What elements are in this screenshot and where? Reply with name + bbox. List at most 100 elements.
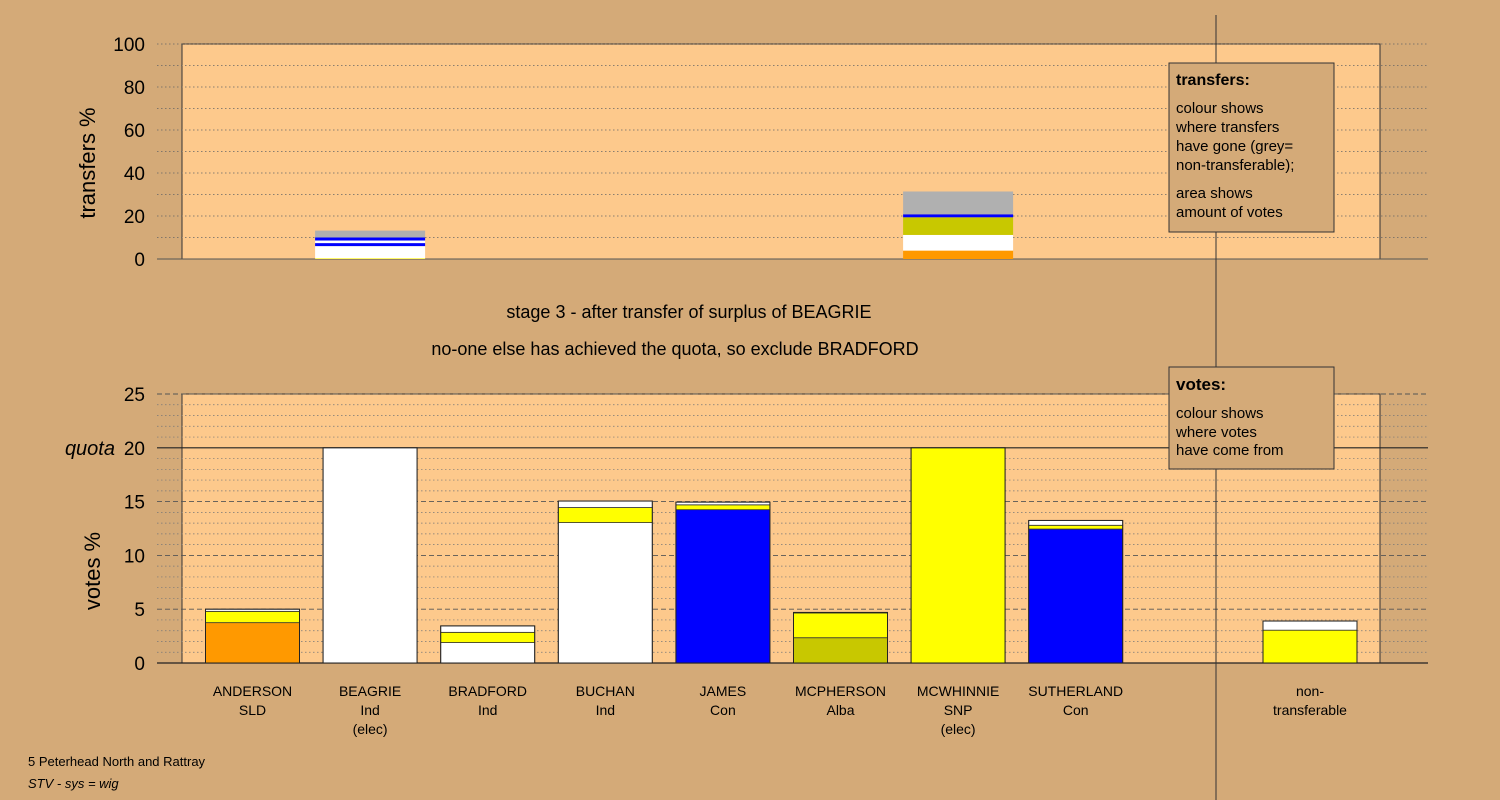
votes-bar-segment: [557, 522, 653, 664]
transfers-bar-segment: [315, 230, 426, 238]
votes-bar: [675, 501, 771, 664]
stage-title: stage 3 - after transfer of surplus of B…: [506, 302, 871, 322]
ward-name: 5 Peterhead North and Rattray: [28, 754, 206, 769]
transfers-bar-segment: [903, 214, 1014, 218]
votes-bar: [440, 625, 536, 664]
votes-bar-segment: [1028, 524, 1124, 530]
transfers-bar-segment: [315, 258, 426, 259]
candidate-label: (elec): [941, 721, 976, 737]
candidate-label: ANDERSON: [213, 683, 292, 699]
transfers-legend-line: area shows: [1176, 185, 1253, 202]
candidate-label: SUTHERLAND: [1028, 683, 1123, 699]
votes-legend-line: have come from: [1176, 442, 1284, 459]
candidate-label: Alba: [826, 702, 854, 718]
transfers-bar-segment: [903, 217, 1014, 235]
votes-bar-outline: [557, 500, 653, 664]
votes-bar-segment: [675, 504, 771, 511]
transfers-y-tick-label: 100: [113, 35, 145, 56]
votes-bar-outline: [1028, 519, 1124, 664]
transfers-legend-title: transfers:: [1176, 72, 1250, 89]
votes-bar-segment: [440, 642, 536, 664]
transfers-legend-line: have gone (grey=: [1176, 138, 1293, 155]
votes-bar-segment: [440, 631, 536, 643]
votes-bar-segment: [1262, 620, 1358, 631]
transfers-bar: [315, 230, 426, 259]
transfers-y-tick-label: 40: [124, 164, 145, 185]
transfers-bar-segment: [315, 240, 426, 244]
transfers-bar-segment: [315, 237, 426, 241]
stage-subtitle: no-one else has achieved the quota, so e…: [431, 339, 918, 359]
quota-label: quota: [65, 438, 115, 460]
transfers-bar: [903, 191, 1014, 259]
votes-legend: votes: colour shows where votes have com…: [1168, 366, 1335, 470]
candidate-label: Con: [1063, 702, 1089, 718]
candidate-label: non-: [1296, 683, 1324, 699]
candidate-label: Ind: [360, 702, 379, 718]
transfers-legend-line: colour shows: [1176, 100, 1264, 117]
transfers-legend-line: where transfers: [1175, 119, 1279, 136]
transfers-legend: transfers: colour shows where transfers …: [1168, 62, 1335, 233]
votes-bar-segment: [1028, 528, 1124, 664]
votes-bar-outline: [440, 625, 536, 664]
votes-legend-line: colour shows: [1176, 405, 1264, 422]
votes-bar-outline: [675, 501, 771, 664]
votes-bar-segment: [1028, 520, 1124, 526]
votes-bar-outline: [205, 608, 300, 664]
votes-bar: [322, 447, 418, 664]
transfers-bar-segment: [903, 234, 1014, 251]
transfers-y-tick-label: 80: [124, 78, 145, 99]
candidate-label: SLD: [239, 702, 266, 718]
candidate-label: MCPHERSON: [795, 683, 886, 699]
votes-bar: [1028, 519, 1124, 664]
candidate-label: JAMES: [700, 683, 747, 699]
transfers-bar-segment: [315, 246, 426, 259]
votes-bar: [793, 611, 888, 664]
candidate-label: MCWHINNIE: [917, 683, 999, 699]
votes-bar-segment: [793, 637, 888, 664]
candidate-label: BEAGRIE: [339, 683, 401, 699]
candidate-label: SNP: [944, 702, 973, 718]
votes-bar-segment: [910, 447, 1006, 664]
transfers-y-tick-label: 0: [134, 250, 145, 271]
candidate-label: (elec): [353, 721, 388, 737]
transfers-legend-line: amount of votes: [1176, 204, 1283, 221]
votes-bar: [205, 608, 300, 664]
voting-system: STV - sys = wig: [28, 776, 119, 791]
transfers-y-axis-label: transfers %: [75, 107, 100, 218]
votes-bar: [557, 500, 653, 664]
candidate-label: Con: [710, 702, 736, 718]
votes-bar-segment: [205, 610, 300, 624]
votes-y-tick-label: 15: [124, 493, 145, 514]
candidate-label: Ind: [596, 702, 615, 718]
votes-bar: [910, 447, 1006, 664]
transfers-y-tick-label: 20: [124, 207, 145, 228]
votes-legend-line: where votes: [1175, 424, 1257, 441]
candidate-label: transferable: [1273, 702, 1347, 718]
votes-bar-segment: [793, 612, 888, 639]
transfers-bar-segment: [315, 243, 426, 247]
votes-y-tick-label: 20: [124, 439, 145, 460]
votes-bar-outline: [1262, 620, 1358, 664]
votes-legend-title: votes:: [1176, 375, 1226, 394]
candidate-label: BUCHAN: [576, 683, 635, 699]
votes-bar-segment: [557, 507, 653, 523]
votes-bar-segment: [1262, 629, 1358, 664]
votes-legend-box: [1168, 366, 1335, 470]
votes-bar-outline: [910, 447, 1006, 664]
candidate-label: BRADFORD: [448, 683, 527, 699]
transfers-bar-segment: [903, 191, 1014, 215]
votes-bar-segment: [675, 509, 771, 664]
transfers-legend-box: [1168, 62, 1335, 233]
votes-bar-segment: [557, 500, 653, 508]
votes-bar-outline: [322, 447, 418, 664]
votes-y-tick-label: 10: [124, 546, 145, 567]
votes-bar: [1262, 620, 1358, 664]
votes-y-tick-label: 25: [124, 385, 145, 406]
votes-y-axis-label: votes %: [80, 532, 105, 610]
transfers-legend-line: non-transferable);: [1176, 157, 1294, 174]
candidate-label: Ind: [478, 702, 497, 718]
votes-bar-segment: [440, 625, 536, 633]
votes-y-tick-label: 0: [134, 654, 145, 675]
